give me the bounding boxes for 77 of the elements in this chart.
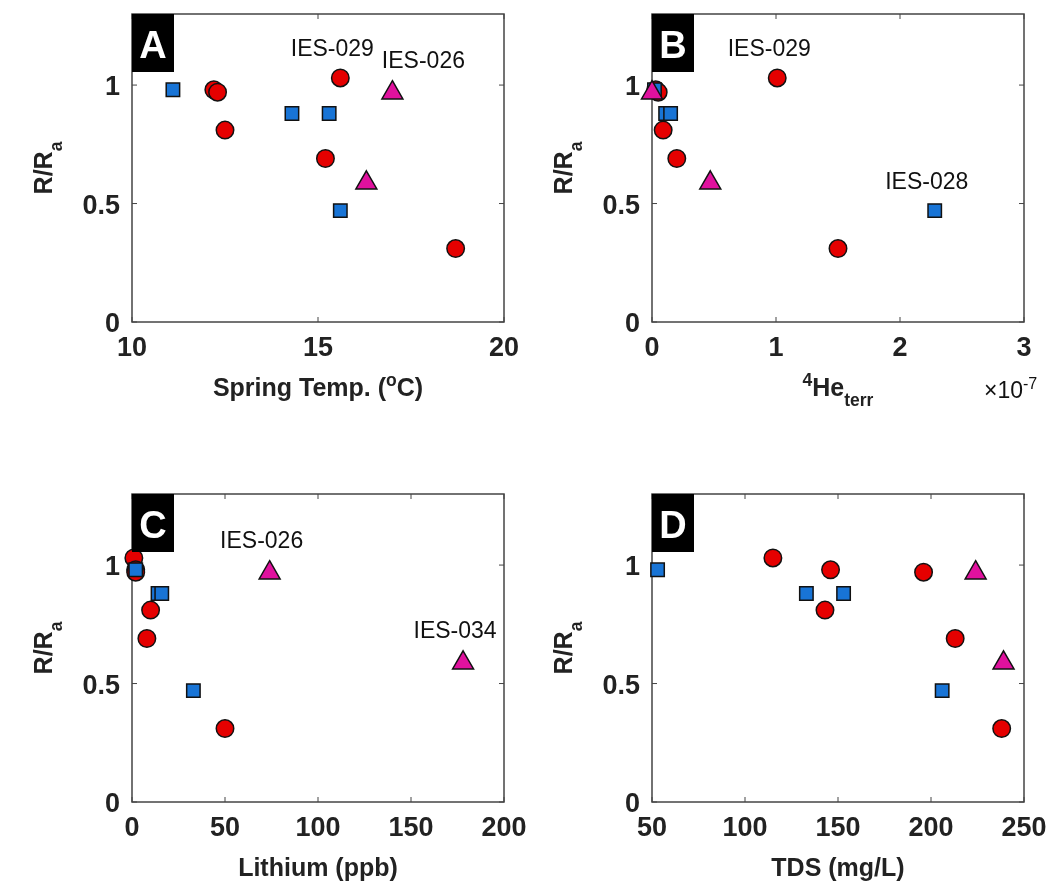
x-axis-title: $^{4}$He$_{terr}$ [802, 370, 874, 410]
point [699, 170, 722, 190]
point [137, 629, 157, 648]
x-tick-label: 0 [124, 812, 140, 842]
point [992, 719, 1012, 739]
y-tick-label: 0.5 [82, 669, 120, 700]
annotation: IES-026 [381, 46, 465, 73]
chart-title: A [139, 24, 167, 66]
chart-title: C [139, 504, 167, 546]
y-tick-label: 0 [624, 308, 640, 338]
x-axis-title: Spring Temp. ($^{o}$C) [212, 370, 424, 401]
y-tick-label: 0.5 [82, 189, 120, 220]
annotation: IES-029 [727, 34, 811, 61]
annotation: IES-029 [290, 34, 374, 61]
point [640, 80, 664, 100]
point [321, 106, 337, 121]
point [815, 600, 835, 620]
point [650, 562, 666, 578]
annotation: IES-034 [413, 616, 497, 643]
y-tick-label: 1 [624, 551, 640, 582]
point [315, 149, 335, 168]
y-tick-label: 0.5 [602, 189, 640, 220]
point [355, 170, 378, 190]
x-tick-label: 15 [302, 332, 334, 362]
point [446, 239, 466, 259]
x-tick-label: 150 [388, 812, 434, 842]
point [945, 629, 965, 648]
point [767, 68, 787, 88]
point [215, 719, 235, 739]
point [332, 203, 348, 219]
x-tick-label: 150 [815, 812, 861, 842]
point [284, 106, 300, 121]
point [154, 586, 170, 601]
y-tick-label: 0 [104, 788, 120, 818]
x-tick-label: 0 [644, 332, 660, 362]
point [828, 239, 848, 259]
text: ×10$^{-7}$ [984, 374, 1038, 403]
x-tick-label: 20 [488, 332, 520, 362]
y-tick-label: 1 [104, 551, 120, 582]
y-tick-label: 1 [624, 71, 640, 102]
y-tick-label: 0.5 [602, 669, 640, 700]
y-tick-label: 1 [104, 71, 120, 102]
point [215, 120, 235, 140]
chart-title: B [659, 24, 687, 66]
annotation: IES-028 [885, 167, 969, 194]
x-tick-label: 200 [481, 812, 527, 842]
point [836, 586, 852, 601]
point [763, 548, 783, 568]
point [992, 650, 1015, 670]
x-tick-label: 100 [295, 812, 341, 842]
x-tick-label: 1 [768, 332, 784, 362]
point [258, 560, 281, 580]
point [185, 683, 201, 699]
x-axis-title: Lithium (ppb) [238, 853, 398, 881]
point [165, 82, 181, 98]
x-axis-title: TDS (mg/L) [771, 853, 905, 881]
point [927, 203, 943, 219]
point [141, 600, 161, 620]
x-tick-label: 3 [1016, 332, 1032, 362]
point [381, 80, 404, 100]
annotation: IES-026 [220, 526, 304, 553]
point [798, 586, 814, 601]
point [914, 562, 934, 582]
point [330, 68, 350, 88]
chart-title: D [659, 504, 687, 546]
x-tick-label: 200 [908, 812, 954, 842]
point [653, 120, 673, 140]
x-tick-label: 2 [892, 332, 908, 362]
x-tick-label: 250 [1001, 812, 1047, 842]
point [821, 560, 841, 580]
point [663, 106, 679, 121]
point [667, 149, 687, 168]
point [964, 560, 987, 580]
x-tick-label: 100 [722, 812, 768, 842]
x-tick-label: 50 [209, 812, 241, 842]
point [451, 650, 475, 670]
point [934, 683, 950, 699]
